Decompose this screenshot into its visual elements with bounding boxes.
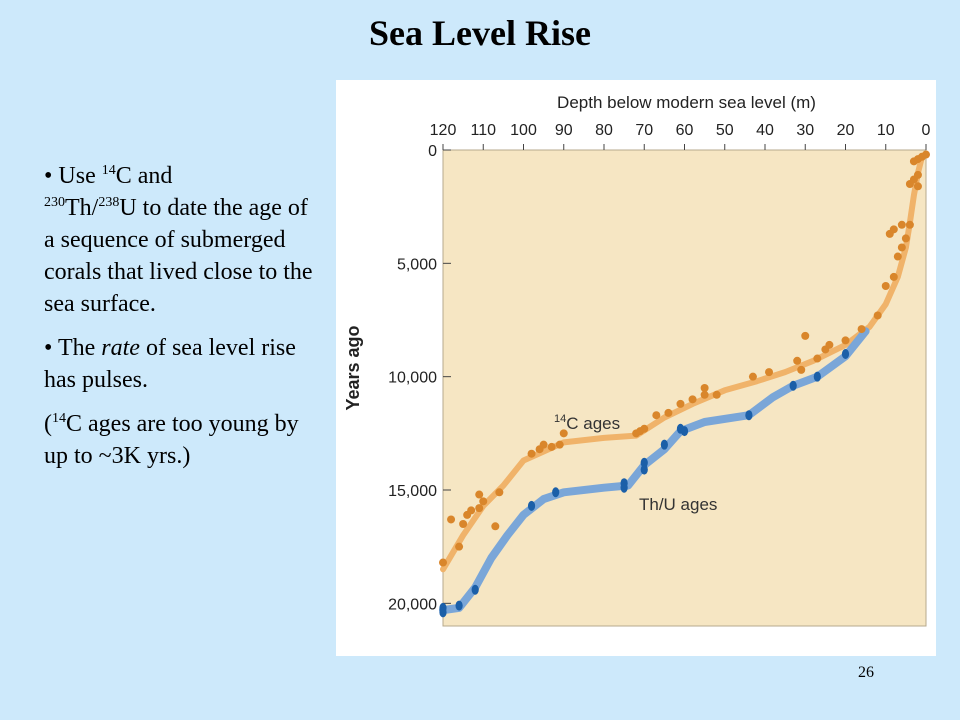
data-point-c14 (459, 520, 468, 528)
data-point-thu (660, 439, 668, 450)
x-tick-label: 20 (837, 122, 855, 139)
series-curve-c14 (440, 153, 925, 573)
data-point-c14 (901, 234, 910, 243)
y-axis-title: Years ago (343, 325, 363, 410)
x-tick-label: 30 (796, 122, 814, 139)
data-point-c14 (893, 252, 902, 261)
data-point-c14 (913, 170, 922, 179)
data-point-c14 (688, 395, 697, 404)
data-point-c14 (652, 411, 661, 420)
bullet-item-rate: • The rate of sea level rise has pulses. (44, 335, 296, 393)
data-point-c14 (547, 442, 556, 451)
data-point-c14 (700, 390, 709, 399)
data-point-thu (640, 464, 648, 475)
x-tick-label: 10 (877, 122, 895, 139)
note-item: (14C ages are too young by up to ~3K yrs… (44, 411, 299, 469)
data-point-c14 (475, 504, 484, 513)
data-point-c14 (539, 440, 548, 449)
data-point-c14 (765, 368, 774, 377)
x-tick-label: 100 (510, 122, 537, 139)
data-point-c14 (676, 399, 685, 408)
data-point-thu (455, 600, 463, 611)
data-point-c14 (700, 384, 709, 392)
data-point-c14 (793, 356, 802, 365)
data-point-c14 (797, 365, 806, 374)
data-point-c14 (889, 225, 898, 234)
series-label-thu: Th/U ages (639, 495, 717, 514)
data-point-thu (620, 482, 628, 493)
data-point-c14 (748, 372, 757, 381)
page-number: 26 (858, 664, 874, 681)
y-tick-label: 20,000 (388, 596, 437, 613)
data-point-c14 (495, 488, 504, 497)
data-point-thu (841, 349, 850, 359)
data-point-c14 (475, 490, 484, 499)
x-tick-label: 60 (676, 122, 694, 139)
x-axis-title: Depth below modern sea level (m) (557, 93, 816, 112)
data-point-c14 (712, 390, 721, 399)
data-point-thu (439, 607, 447, 618)
data-point-c14 (825, 340, 834, 349)
data-point-c14 (801, 331, 810, 340)
data-point-c14 (479, 497, 488, 506)
data-point-c14 (664, 408, 673, 417)
plot-area (442, 149, 927, 627)
bullet-list: • Use 14C and 230Th/238U to date the age… (44, 160, 324, 484)
x-tick-label: 80 (595, 122, 613, 139)
x-tick-label: 70 (635, 122, 653, 139)
slide-title: Sea Level Rise (369, 13, 591, 53)
y-tick-labels: 0 5,000 10,000 15,000 20,000 (388, 143, 451, 613)
data-point-thu (552, 487, 560, 498)
x-tick-label: 120 (430, 122, 457, 139)
x-tick-label: 0 (922, 122, 931, 139)
data-point-thu (813, 371, 821, 382)
y-tick-label: 5,000 (397, 256, 437, 273)
series-points (439, 150, 930, 618)
data-point-c14 (455, 542, 464, 551)
data-point-c14 (491, 522, 500, 531)
sea-level-chart: Depth below modern sea level (m) Years a… (336, 80, 936, 656)
data-point-c14 (889, 272, 898, 281)
data-point-c14 (913, 182, 922, 191)
data-point-c14 (857, 325, 866, 334)
data-point-thu (680, 426, 689, 437)
series-label-c14: 14C ages (554, 413, 620, 433)
data-point-c14 (841, 336, 850, 345)
data-point-thu (745, 410, 753, 421)
data-point-thu (527, 500, 536, 511)
data-point-c14 (873, 311, 882, 320)
x-tick-label: 50 (716, 122, 734, 139)
data-point-c14 (922, 150, 930, 159)
data-point-c14 (640, 424, 649, 433)
x-tick-labels: 120 110 100 90 80 70 60 50 40 30 20 10 0 (430, 122, 931, 150)
y-tick-label: 0 (428, 143, 437, 160)
data-point-c14 (447, 515, 456, 524)
data-point-c14 (813, 354, 822, 363)
y-tick-label: 15,000 (388, 483, 437, 500)
data-point-c14 (527, 449, 536, 458)
data-point-c14 (897, 220, 906, 229)
y-tick-label: 10,000 (388, 370, 437, 387)
x-tick-label: 90 (555, 122, 573, 139)
data-point-c14 (905, 220, 914, 229)
data-point-thu (789, 380, 797, 391)
data-point-c14 (559, 429, 568, 438)
data-point-c14 (467, 506, 476, 515)
bullet-item-dating: • Use 14C and 230Th/238U to date the age… (44, 163, 313, 317)
data-point-c14 (881, 282, 890, 290)
chart-svg: Depth below modern sea level (m) Years a… (343, 93, 931, 627)
data-point-c14 (555, 440, 564, 449)
data-point-c14 (439, 558, 447, 567)
x-tick-label: 40 (756, 122, 774, 139)
x-tick-label: 110 (470, 122, 496, 139)
data-point-thu (471, 584, 479, 595)
data-point-c14 (897, 243, 906, 252)
